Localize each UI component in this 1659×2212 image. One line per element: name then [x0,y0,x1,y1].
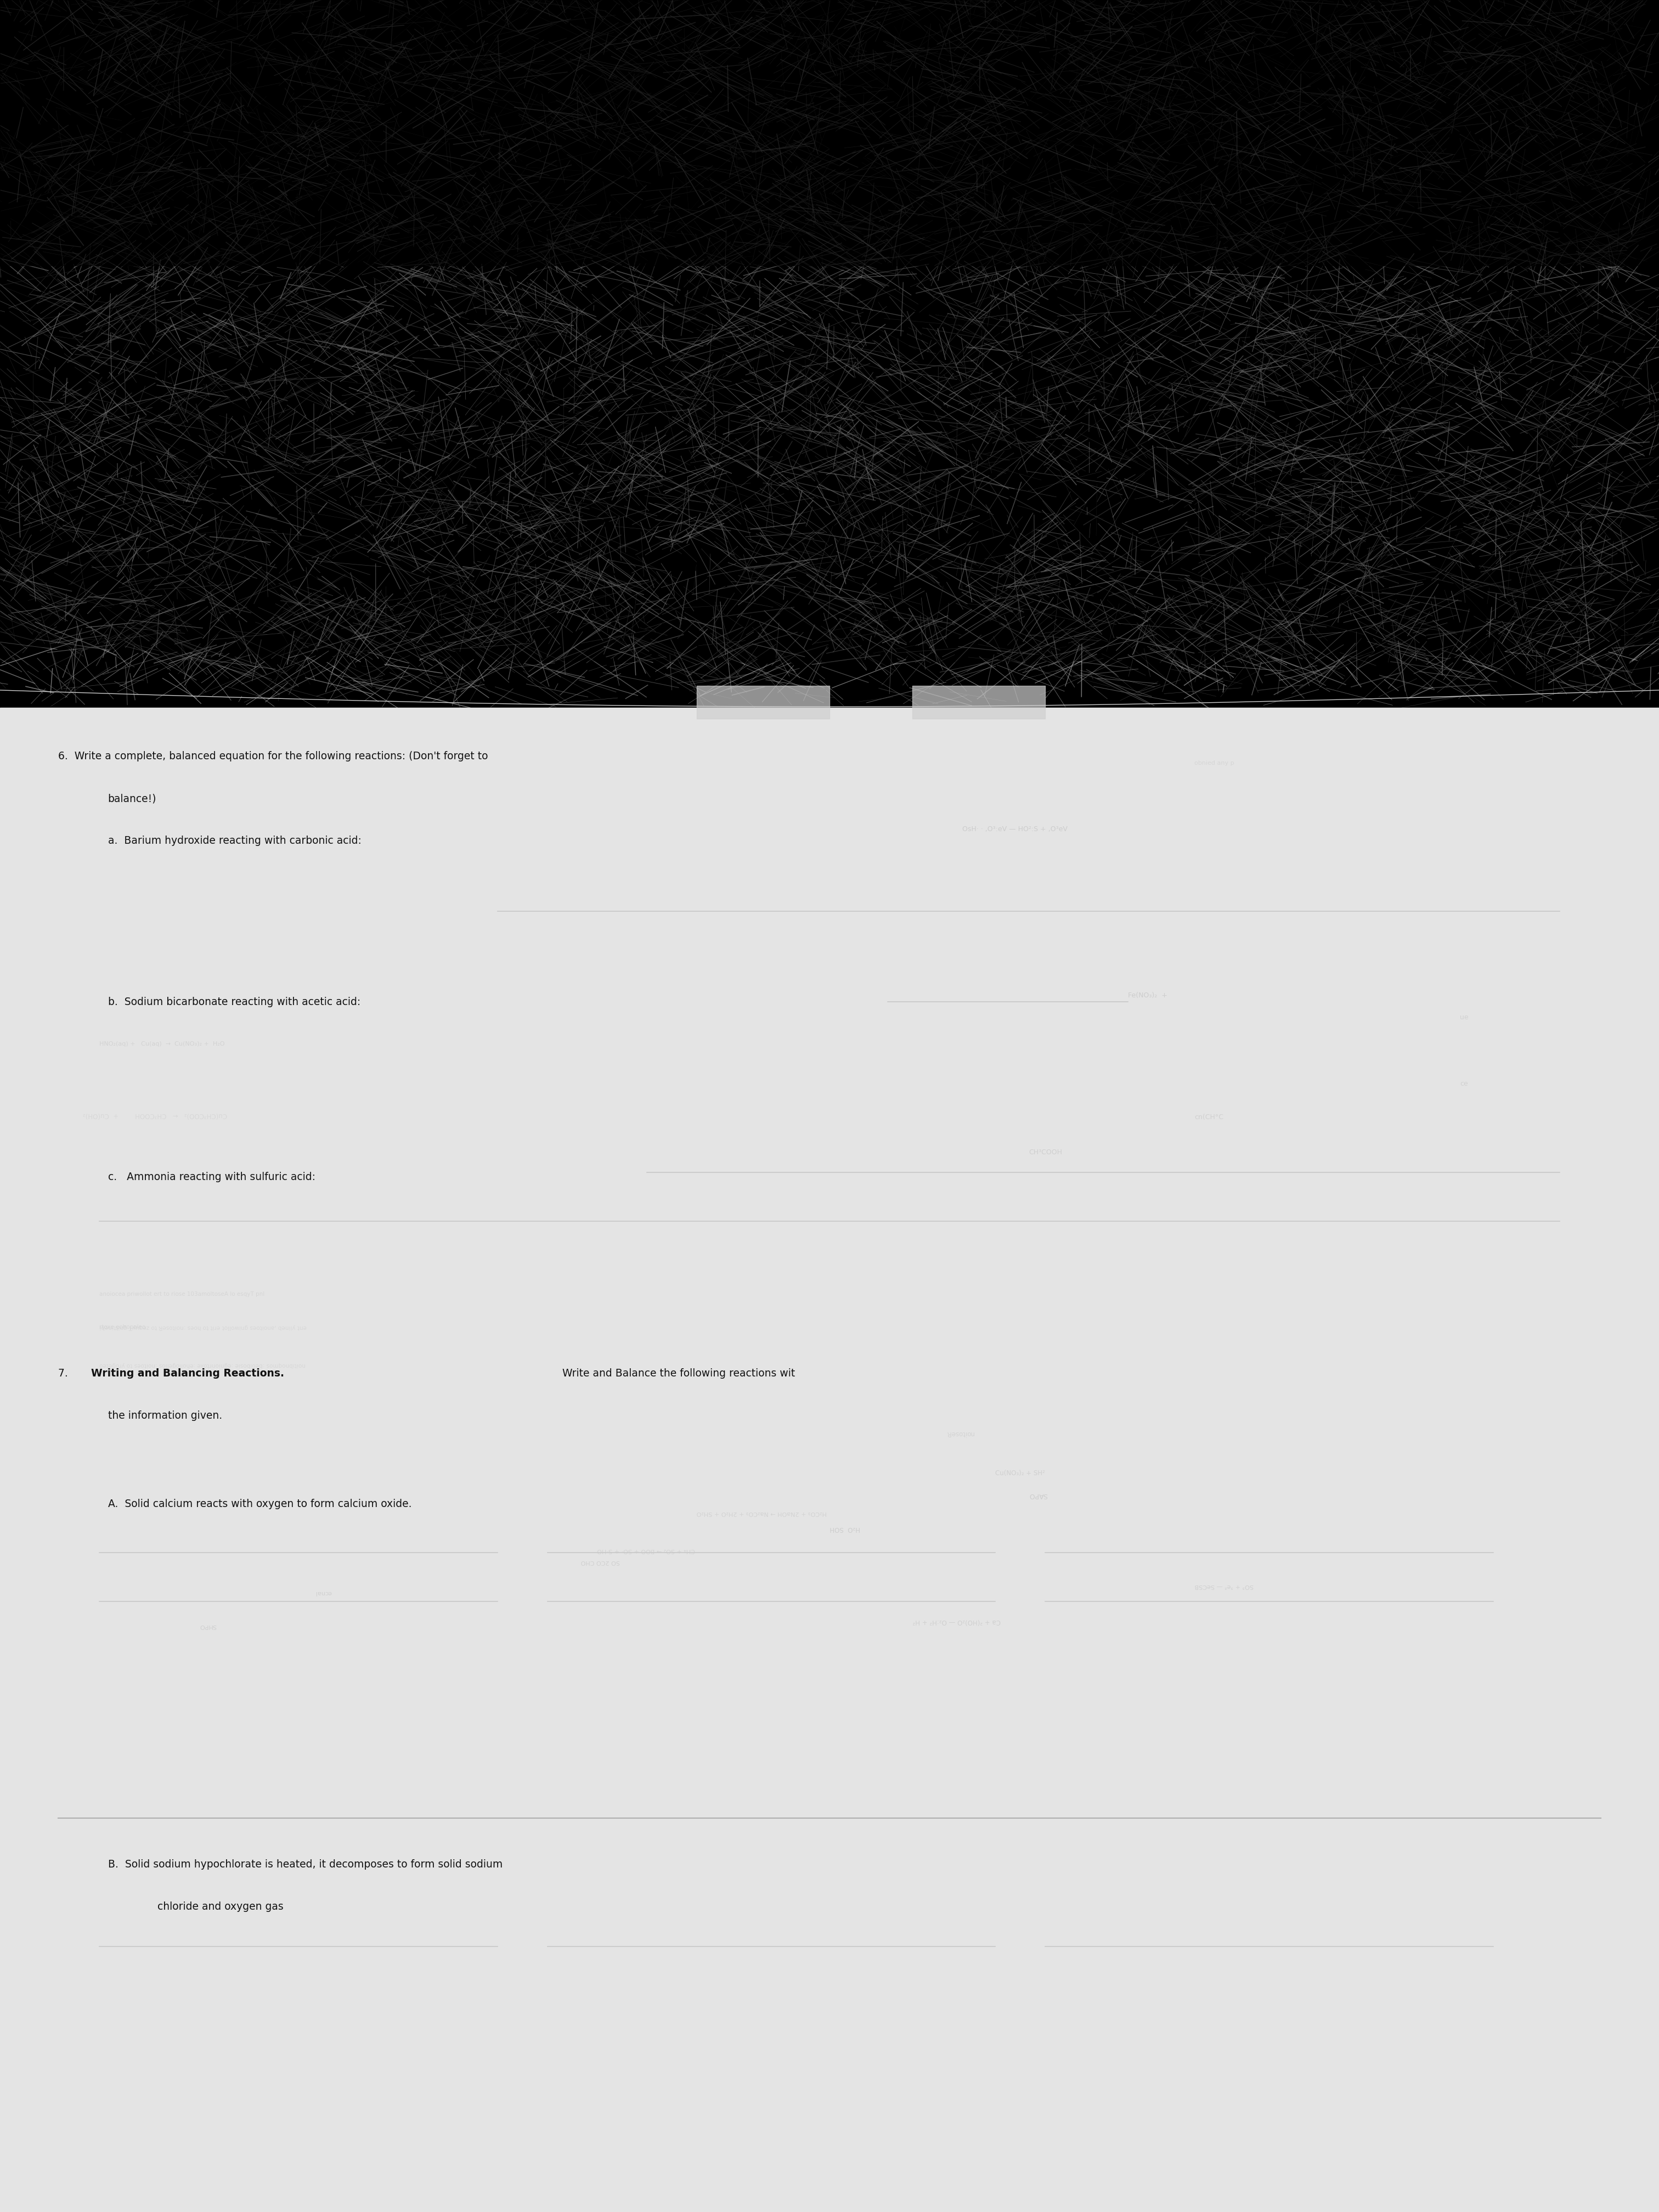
Text: HNO₂(aq) +   Cu(aq)  →  Cu(NO₃)₂ +  H₂O: HNO₂(aq) + Cu(aq) → Cu(NO₃)₂ + H₂O [100,1042,226,1046]
Text: rtoxe eohopaleo: rtoxe eohopaleo [100,1325,146,1329]
Text: H₂CO₃ + 2NaOH → Na₂CO₃ + 2H₂O + SH₂O: H₂CO₃ + 2NaOH → Na₂CO₃ + 2H₂O + SH₂O [697,1511,826,1515]
Polygon shape [0,708,1659,2212]
Text: noitoseR: noitoseR [946,1429,974,1438]
Text: Fe(NO₃)₂  +: Fe(NO₃)₂ + [1128,991,1168,1000]
Text: anoiocea priwollot ert to riose 103amoltoseA lo esqyT pnl: anoiocea priwollot ert to riose 103amolt… [100,1292,265,1296]
Text: c.   Ammonia reacting with sulfuric acid:: c. Ammonia reacting with sulfuric acid: [108,1172,315,1181]
Text: ecnal: ecnal [315,1590,332,1595]
Text: SO 2CO CHO: SO 2CO CHO [581,1559,620,1564]
Text: a.  Barium hydroxide reacting with carbonic acid:: a. Barium hydroxide reacting with carbon… [108,836,362,845]
Text: balance!): balance!) [108,794,156,803]
Text: CH³COOH: CH³COOH [1029,1148,1062,1157]
Text: cn(CH°C: cn(CH°C [1194,1113,1224,1121]
Text: H₂O  SOH: H₂O SOH [830,1524,859,1533]
Text: Cu(CH³COO)₂   ←   CH³COOH        +  Cu(OH)₂: Cu(CH³COO)₂ ← CH³COOH + Cu(OH)₂ [83,1110,227,1119]
Text: ue: ue [1460,1013,1468,1022]
Text: the information given.: the information given. [108,1411,222,1420]
Text: 6.  Write a complete, balanced equation for the following reactions: (Don't forg: 6. Write a complete, balanced equation f… [58,752,488,761]
Text: B.  Solid sodium hypochlorate is heated, it decomposes to form solid sodium: B. Solid sodium hypochlorate is heated, … [108,1860,503,1869]
Text: noitibnoqmos :beoibosie :egnionrtoxe :ehollogellos :noitoes to yrogeteo: noitibnoqmos :beoibosie :egnionrtoxe :eh… [100,1363,305,1367]
Text: 7.: 7. [58,1369,75,1378]
Text: SHPO: SHPO [199,1624,216,1628]
Text: CH₄ + SO₂ → BOO + SO· + S·HO: CH₄ + SO₂ → BOO + SO· + S·HO [597,1548,695,1553]
Text: OsH· · ,O³:eV — HO²:S + ,O³eV: OsH· · ,O³:eV — HO²:S + ,O³eV [962,825,1067,834]
Text: A.  Solid calcium reacts with oxygen to form calcium oxide.: A. Solid calcium reacts with oxygen to f… [108,1500,411,1509]
Text: SAPO: SAPO [1029,1491,1047,1500]
Text: chloride and oxygen gas: chloride and oxygen gas [158,1902,284,1911]
Text: ce: ce [1460,1079,1468,1088]
Text: ent yiineb ,anoitoes gniwollot erit to hoes :noitoseR to zequyT gnittinebi: ent yiineb ,anoitoes gniwollot erit to h… [100,1325,307,1329]
Text: obnied any p: obnied any p [1194,761,1234,765]
Text: Writing and Balancing Reactions.: Writing and Balancing Reactions. [91,1369,284,1378]
Text: Ca + ²(HO)₂O — O₂:H² + H²: Ca + ²(HO)₂O — O₂:H² + H² [912,1617,1000,1626]
Text: Cu(NO₃)₂ + SH²: Cu(NO₃)₂ + SH² [995,1469,1045,1478]
Text: SO³ + ³e² — SeCSB: SO³ + ³e² — SeCSB [1194,1584,1254,1588]
Text: b.  Sodium bicarbonate reacting with acetic acid:: b. Sodium bicarbonate reacting with acet… [108,998,360,1006]
Text: Write and Balance the following reactions wit: Write and Balance the following reaction… [556,1369,795,1378]
